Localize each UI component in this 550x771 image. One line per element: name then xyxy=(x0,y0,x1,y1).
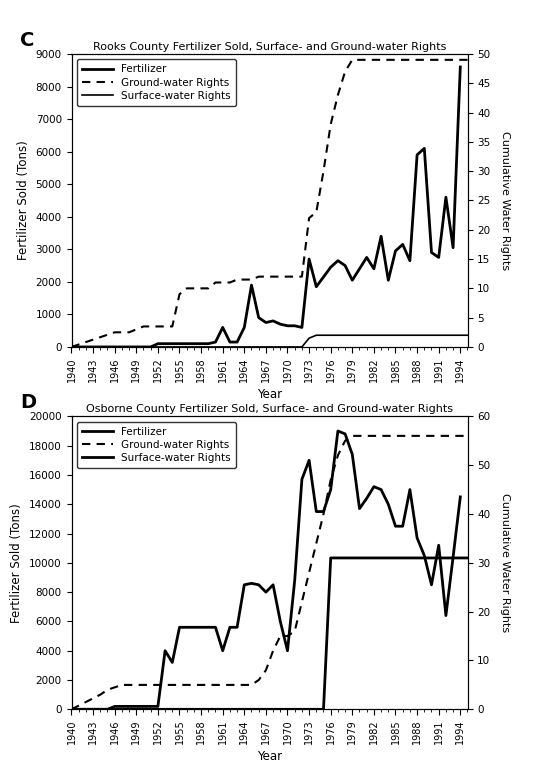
Fertilizer xyxy=(457,62,464,72)
Fertilizer xyxy=(112,342,118,352)
Ground-water Rights xyxy=(457,56,464,65)
Surface-water Rights xyxy=(414,331,420,340)
Ground-water Rights xyxy=(183,284,190,293)
Surface-water Rights xyxy=(457,554,464,563)
Line: Fertilizer: Fertilizer xyxy=(72,431,460,709)
Fertilizer xyxy=(457,492,464,501)
Surface-water Rights xyxy=(270,342,277,352)
Title: Rooks County Fertilizer Sold, Surface- and Ground-water Rights: Rooks County Fertilizer Sold, Surface- a… xyxy=(93,42,446,52)
Surface-water Rights xyxy=(299,342,305,352)
Line: Surface-water Rights: Surface-water Rights xyxy=(72,558,468,709)
Surface-water Rights xyxy=(68,342,75,352)
Surface-water Rights xyxy=(248,342,255,352)
Surface-water Rights xyxy=(436,331,442,340)
Surface-water Rights xyxy=(392,331,399,340)
Surface-water Rights xyxy=(234,342,240,352)
Surface-water Rights xyxy=(356,331,363,340)
Y-axis label: Cumulative Water Rights: Cumulative Water Rights xyxy=(500,493,510,632)
Line: Surface-water Rights: Surface-water Rights xyxy=(72,335,468,347)
Fertilizer xyxy=(334,426,341,436)
Surface-water Rights xyxy=(349,554,356,563)
X-axis label: Year: Year xyxy=(257,388,282,401)
Surface-water Rights xyxy=(219,342,226,352)
Fertilizer xyxy=(162,646,168,655)
Line: Ground-water Rights: Ground-water Rights xyxy=(72,436,468,709)
Surface-water Rights xyxy=(364,331,370,340)
Legend: Fertilizer, Ground-water Rights, Surface-water Rights: Fertilizer, Ground-water Rights, Surface… xyxy=(76,59,236,106)
Surface-water Rights xyxy=(183,705,190,714)
Fertilizer xyxy=(140,702,147,711)
Surface-water Rights xyxy=(378,331,384,340)
Fertilizer xyxy=(450,552,456,561)
Surface-water Rights xyxy=(68,705,75,714)
Ground-water Rights xyxy=(464,56,471,65)
Ground-water Rights xyxy=(313,539,320,548)
Surface-water Rights xyxy=(399,331,406,340)
Surface-water Rights xyxy=(349,331,356,340)
Ground-water Rights xyxy=(385,431,392,440)
Surface-water Rights xyxy=(320,331,327,340)
Ground-water Rights xyxy=(219,278,226,287)
Fertilizer xyxy=(140,342,147,352)
Fertilizer xyxy=(212,623,219,632)
Surface-water Rights xyxy=(277,342,284,352)
Title: Osborne County Fertilizer Sold, Surface- and Ground-water Rights: Osborne County Fertilizer Sold, Surface-… xyxy=(86,404,453,414)
Surface-water Rights xyxy=(457,331,464,340)
Ground-water Rights xyxy=(371,56,377,65)
Surface-water Rights xyxy=(443,331,449,340)
Fertilizer xyxy=(112,702,118,711)
Line: Ground-water Rights: Ground-water Rights xyxy=(72,60,468,347)
Surface-water Rights xyxy=(334,331,341,340)
Ground-water Rights xyxy=(306,568,312,577)
Surface-water Rights xyxy=(227,342,233,352)
Surface-water Rights xyxy=(212,705,219,714)
Ground-water Rights xyxy=(191,680,197,689)
Surface-water Rights xyxy=(255,342,262,352)
Ground-water Rights xyxy=(464,431,471,440)
Surface-water Rights xyxy=(219,705,226,714)
Surface-water Rights xyxy=(241,342,248,352)
Y-axis label: Fertilizer Sold (Tons): Fertilizer Sold (Tons) xyxy=(10,503,24,623)
Surface-water Rights xyxy=(371,331,377,340)
Surface-water Rights xyxy=(327,331,334,340)
Surface-water Rights xyxy=(421,331,427,340)
Ground-water Rights xyxy=(349,431,356,440)
Surface-water Rights xyxy=(464,554,471,563)
Fertilizer xyxy=(421,550,427,560)
Fertilizer xyxy=(212,338,219,347)
Surface-water Rights xyxy=(306,334,312,343)
Y-axis label: Fertilizer Sold (Tons): Fertilizer Sold (Tons) xyxy=(17,140,30,261)
Surface-water Rights xyxy=(262,342,269,352)
Ground-water Rights xyxy=(428,431,435,440)
Ground-water Rights xyxy=(212,278,219,287)
Ground-water Rights xyxy=(68,705,75,714)
Surface-water Rights xyxy=(342,331,348,340)
Fertilizer xyxy=(68,705,75,714)
Legend: Fertilizer, Ground-water Rights, Surface-water Rights: Fertilizer, Ground-water Rights, Surface… xyxy=(76,422,236,468)
Ground-water Rights xyxy=(327,475,334,484)
Surface-water Rights xyxy=(464,331,471,340)
Surface-water Rights xyxy=(284,342,291,352)
Fertilizer xyxy=(414,150,420,160)
X-axis label: Year: Year xyxy=(257,750,282,763)
Y-axis label: Cumulative Water Rights: Cumulative Water Rights xyxy=(500,131,510,270)
Surface-water Rights xyxy=(313,331,320,340)
Ground-water Rights xyxy=(68,342,75,352)
Surface-water Rights xyxy=(428,331,435,340)
Surface-water Rights xyxy=(292,342,298,352)
Fertilizer xyxy=(68,342,75,352)
Surface-water Rights xyxy=(385,331,392,340)
Fertilizer xyxy=(450,243,456,252)
Surface-water Rights xyxy=(212,342,219,352)
Surface-water Rights xyxy=(450,331,456,340)
Fertilizer xyxy=(162,339,168,348)
Surface-water Rights xyxy=(406,331,413,340)
Line: Fertilizer: Fertilizer xyxy=(72,67,460,347)
Surface-water Rights xyxy=(371,554,377,563)
Ground-water Rights xyxy=(342,67,348,76)
Surface-water Rights xyxy=(327,554,334,563)
Ground-water Rights xyxy=(349,56,356,65)
Text: D: D xyxy=(20,393,36,412)
Text: C: C xyxy=(20,31,35,49)
